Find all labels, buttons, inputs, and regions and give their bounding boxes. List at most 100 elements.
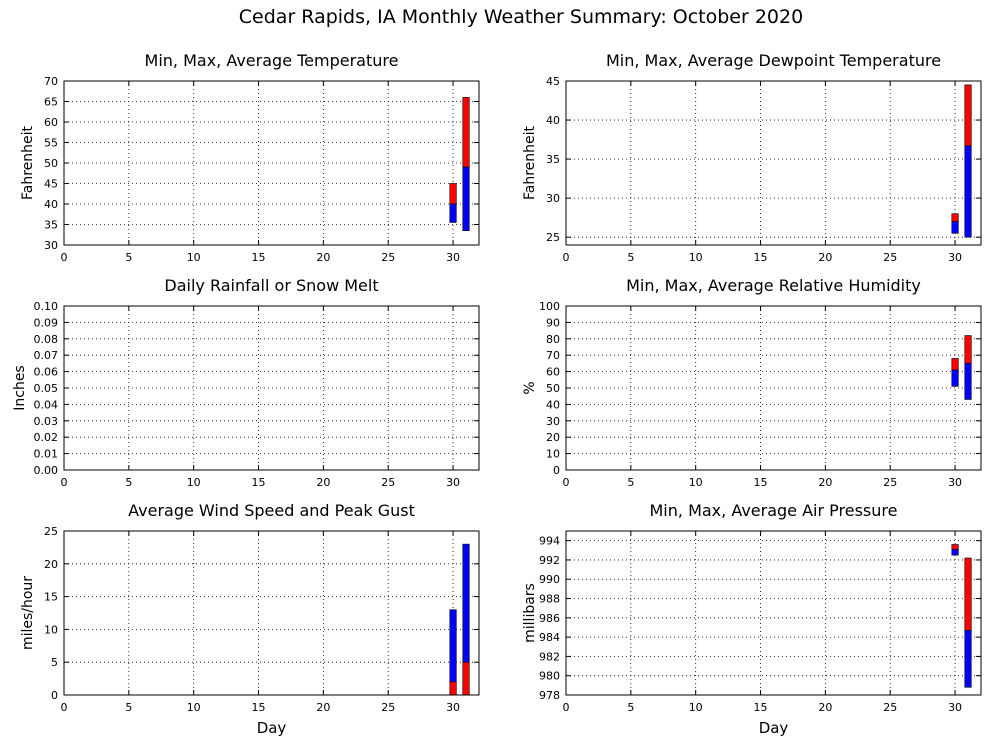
page-title: Cedar Rapids, IA Monthly Weather Summary… <box>239 6 803 28</box>
y-tick-label: 25 <box>44 525 58 538</box>
chart-title: Average Wind Speed and Peak Gust <box>128 501 415 520</box>
y-tick-label: 0.02 <box>34 431 59 444</box>
x-tick-label: 0 <box>563 251 570 264</box>
plot-frame <box>565 80 982 246</box>
y-tick-label: 55 <box>44 137 58 150</box>
y-tick-label: 0.10 <box>34 300 59 313</box>
bar-avg-to-max <box>951 213 959 222</box>
bar-avg-to-max <box>964 557 972 631</box>
bar-avg-segment <box>462 661 470 696</box>
x-tick-label: 5 <box>627 251 634 264</box>
x-tick-label: 30 <box>446 701 460 714</box>
bar-day-31 <box>964 335 972 400</box>
y-tick-label: 0.09 <box>34 316 59 329</box>
y-tick-label: 70 <box>546 349 560 362</box>
bar-day-31 <box>964 557 972 688</box>
x-tick-label: 0 <box>61 701 68 714</box>
y-axis-label: Fahrenheit <box>522 125 538 200</box>
x-tick-label: 20 <box>818 251 832 264</box>
x-tick-label: 30 <box>446 251 460 264</box>
x-tick-label: 25 <box>381 476 395 489</box>
x-tick-label: 20 <box>818 476 832 489</box>
x-tick-label: 20 <box>316 701 330 714</box>
y-axis-label: Inches <box>12 365 28 410</box>
bar-day-30 <box>449 609 457 696</box>
x-tick-label: 0 <box>563 476 570 489</box>
y-tick-label: 90 <box>546 316 560 329</box>
y-tick-label: 992 <box>539 554 560 567</box>
x-axis-label: Day <box>257 719 287 737</box>
y-tick-label: 30 <box>44 239 58 252</box>
chart-panels: Min, Max, Average Temperature30354045505… <box>12 51 982 737</box>
y-tick-label: 25 <box>546 231 560 244</box>
bar-min-to-avg <box>951 369 959 387</box>
y-tick-label: 994 <box>539 535 560 548</box>
y-tick-label: 70 <box>44 75 58 88</box>
x-tick-label: 10 <box>187 251 201 264</box>
bar-avg-to-max <box>964 335 972 364</box>
y-tick-label: 45 <box>44 178 58 191</box>
y-tick-label: 0.01 <box>34 448 59 461</box>
y-tick-label: 980 <box>539 670 560 683</box>
chart-rainfall: Daily Rainfall or Snow Melt 0.00 0.01 0.02 0… <box>12 276 480 489</box>
x-tick-label: 0 <box>61 476 68 489</box>
y-tick-label: 10 <box>546 448 560 461</box>
x-tick-label: 10 <box>689 701 703 714</box>
bar-gust-segment <box>449 609 457 683</box>
plot-frame <box>565 530 982 696</box>
bar-avg-to-max <box>449 183 457 205</box>
x-axis-label: Day <box>759 719 789 737</box>
x-tick-label: 15 <box>252 251 266 264</box>
x-tick-label: 30 <box>948 476 962 489</box>
chart-wind: Average Wind Speed and Peak Gust 0 5 10 15 20… <box>20 501 480 737</box>
bar-day-31 <box>964 84 972 238</box>
x-tick-label: 25 <box>883 476 897 489</box>
chart-dewpoint: Min, Max, Average Dewpoint Temperature 25… <box>522 51 982 264</box>
y-tick-label: 0.03 <box>34 415 59 428</box>
x-tick-label: 30 <box>948 701 962 714</box>
x-tick-label: 20 <box>818 701 832 714</box>
x-tick-label: 0 <box>563 701 570 714</box>
bar-avg-to-max <box>951 544 959 550</box>
bar-day-30 <box>951 358 959 387</box>
bar-min-to-avg <box>964 363 972 400</box>
bar-avg-to-max <box>462 97 470 168</box>
x-tick-label: 10 <box>689 251 703 264</box>
x-tick-label: 30 <box>446 476 460 489</box>
plot-frame <box>63 80 480 246</box>
y-tick-label: 0.07 <box>34 349 59 362</box>
x-tick-label: 20 <box>316 251 330 264</box>
bar-min-to-avg <box>964 630 972 688</box>
y-tick-label: 65 <box>44 96 58 109</box>
x-tick-label: 15 <box>252 701 266 714</box>
bar-avg-segment <box>449 681 457 696</box>
x-tick-label: 10 <box>187 701 201 714</box>
bar-min-to-avg <box>951 549 959 556</box>
bar-min-to-avg <box>462 166 470 231</box>
bar-day-30 <box>449 183 457 223</box>
y-tick-label: 30 <box>546 192 560 205</box>
y-tick-label: 0.05 <box>34 382 59 395</box>
chart-title: Min, Max, Average Relative Humidity <box>626 276 921 295</box>
x-tick-label: 10 <box>187 476 201 489</box>
x-tick-label: 15 <box>754 251 768 264</box>
chart-pressure: Min, Max, Average Air Pressure 978 980 982 9… <box>522 501 982 737</box>
x-tick-label: 25 <box>883 701 897 714</box>
y-tick-label: 988 <box>539 593 560 606</box>
y-tick-label: 50 <box>44 157 58 170</box>
bar-day-30 <box>951 544 959 556</box>
chart-title: Daily Rainfall or Snow Melt <box>164 276 378 295</box>
x-tick-label: 25 <box>381 251 395 264</box>
y-tick-label: 0.08 <box>34 333 59 346</box>
chart-title: Min, Max, Average Temperature <box>145 51 399 70</box>
y-tick-label: 30 <box>546 415 560 428</box>
y-tick-label: 15 <box>44 591 58 604</box>
y-tick-label: 0.06 <box>34 366 59 379</box>
y-tick-label: 0 <box>51 689 58 702</box>
y-tick-label: 978 <box>539 689 560 702</box>
bar-day-30 <box>951 213 959 234</box>
y-tick-label: 40 <box>546 398 560 411</box>
bar-gust-segment <box>462 543 470 663</box>
bar-avg-to-max <box>951 358 959 371</box>
